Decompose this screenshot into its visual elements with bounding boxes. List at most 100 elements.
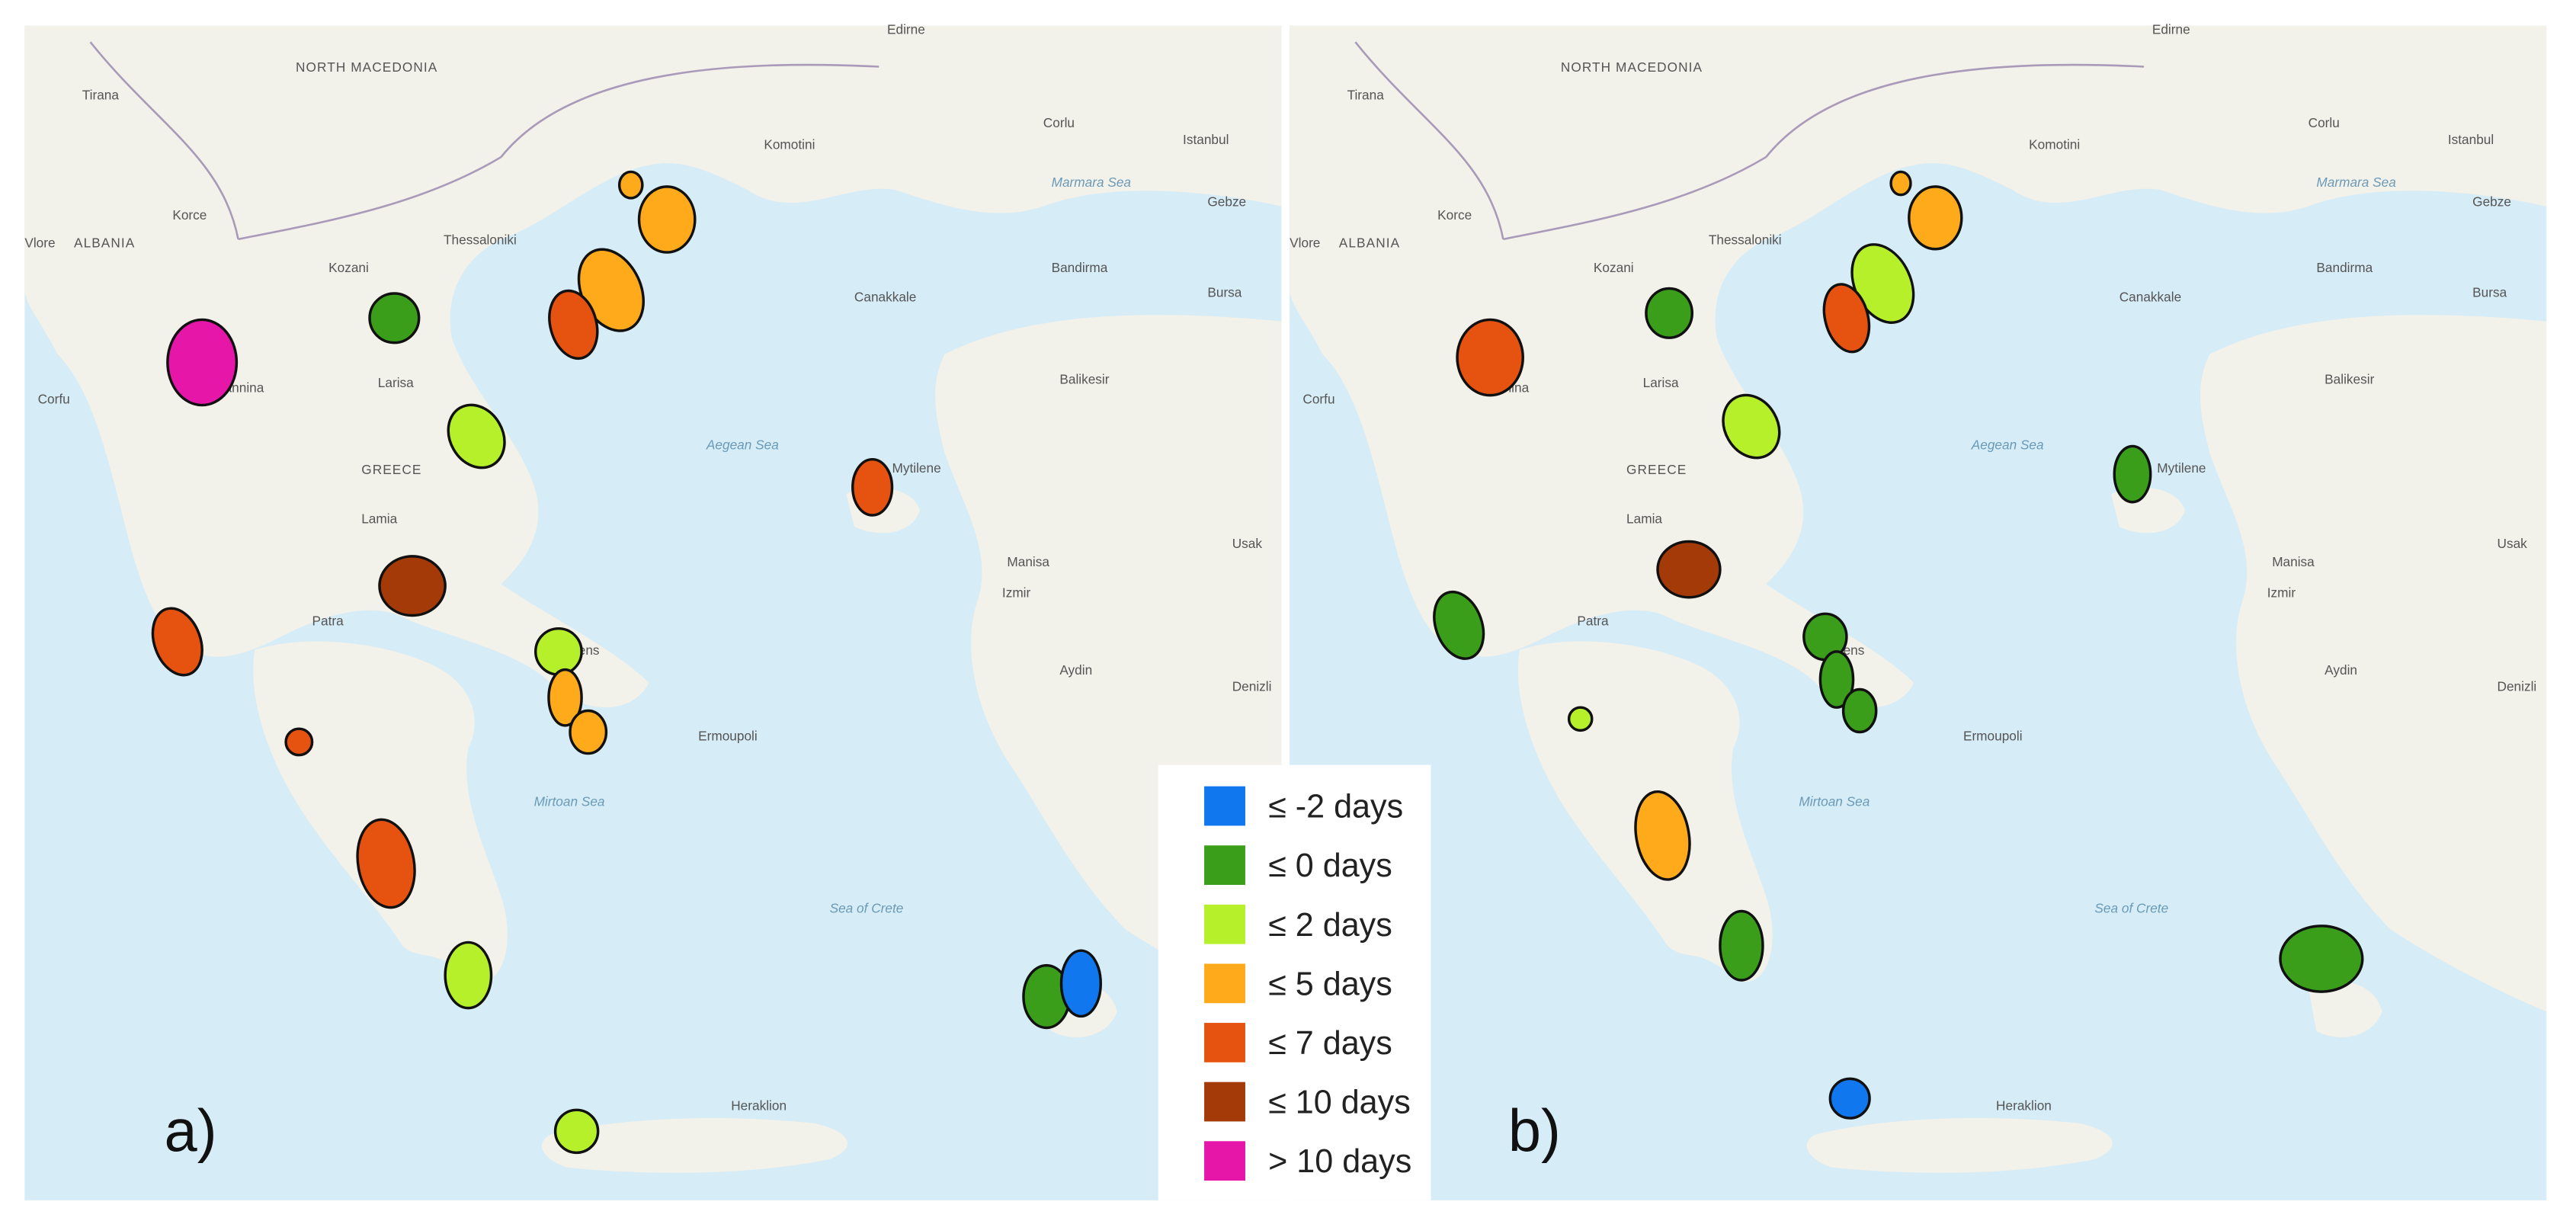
place-label: Marmara Sea xyxy=(1052,175,1131,190)
place-label: Denizli xyxy=(2498,679,2537,694)
place-label: Ermoupoli xyxy=(698,728,758,743)
place-label: Istanbul xyxy=(2448,132,2494,147)
fire-area xyxy=(637,185,697,254)
place-label: Corfu xyxy=(38,391,70,406)
fire-area xyxy=(851,457,894,517)
legend-label: ≤ 5 days xyxy=(1268,966,1392,1002)
place-label: Usak xyxy=(1232,536,1263,551)
place-label: Manisa xyxy=(2272,554,2315,569)
legend-label: ≤ -2 days xyxy=(1268,789,1403,825)
place-label: Thessaloniki xyxy=(1709,232,1782,247)
place-label: Korce xyxy=(172,207,207,223)
fire-area xyxy=(444,941,493,1010)
place-label: Mytilene xyxy=(2157,460,2206,476)
fire-area xyxy=(1822,283,1871,354)
place-label: Sea of Crete xyxy=(830,901,904,916)
place-label: Bursa xyxy=(2472,284,2507,300)
place-label: Ermoupoli xyxy=(1963,728,2023,743)
legend: ≤ -2 days ≤ 0 days ≤ 2 days ≤ 5 days ≤ 7 day… xyxy=(1158,764,1431,1200)
place-label: Istanbul xyxy=(1183,132,1229,147)
place-label: Balikesir xyxy=(1059,372,1109,387)
place-label: Larisa xyxy=(378,375,414,390)
legend-label: ≤ 2 days xyxy=(1268,907,1392,944)
fire-areas-a xyxy=(151,170,1102,1155)
fire-area xyxy=(166,318,239,407)
fire-area xyxy=(1828,1077,1871,1120)
legend-swatch xyxy=(1204,786,1245,826)
fire-area xyxy=(151,607,203,677)
legend-swatch xyxy=(1204,963,1245,1004)
fire-area xyxy=(1059,949,1102,1018)
place-label: Aydin xyxy=(2324,662,2357,678)
place-label: Izmir xyxy=(1002,585,1031,601)
place-label: Bandirma xyxy=(2316,260,2373,275)
place-label: Mirtoan Sea xyxy=(534,794,605,809)
fire-area xyxy=(1818,650,1855,709)
place-label: Corlu xyxy=(1043,115,1075,130)
fire-areas-b xyxy=(1433,170,2364,1120)
place-label: Korce xyxy=(1437,207,1472,223)
fire-area xyxy=(2279,925,2364,993)
place-label: Lamia xyxy=(1626,511,1662,527)
place-label: Thessaloniki xyxy=(444,232,517,247)
legend-label: ≤ 7 days xyxy=(1268,1025,1392,1062)
place-label: Canakkale xyxy=(2119,290,2181,305)
place-label: Vlore xyxy=(24,236,55,251)
place-label: Edirne xyxy=(2152,21,2190,37)
fire-area xyxy=(1841,687,1878,734)
fire-area xyxy=(1719,909,1764,982)
place-label: ALBANIA xyxy=(1339,236,1400,251)
fire-area xyxy=(569,709,608,755)
place-label: Edirne xyxy=(887,21,925,37)
place-label: Bursa xyxy=(1207,284,1242,300)
place-label: Tirana xyxy=(82,88,120,103)
place-label: NORTH MACEDONIA xyxy=(296,59,437,75)
fire-area xyxy=(1456,318,1524,397)
place-label: NORTH MACEDONIA xyxy=(1561,59,1703,75)
fire-area xyxy=(1634,790,1691,881)
fire-area xyxy=(1567,706,1594,732)
panel-label: b) xyxy=(1508,1098,1561,1164)
place-label: Komotini xyxy=(764,136,815,152)
place-label: Tirana xyxy=(1347,88,1385,103)
place-label: Usak xyxy=(2498,536,2528,551)
fire-area xyxy=(2113,444,2152,504)
fire-area xyxy=(378,555,447,617)
map-panel-b: Tirana NORTH MACEDONIA Edirne Corlu Istanbul… xyxy=(1288,21,2548,1202)
place-label: GREECE xyxy=(361,462,421,477)
place-label: Denizli xyxy=(1232,679,1272,694)
place-label: Gebze xyxy=(1207,194,1246,210)
panel-label: a) xyxy=(165,1098,217,1164)
legend-swatch xyxy=(1204,1141,1245,1181)
fire-area xyxy=(534,627,583,676)
legend-swatch xyxy=(1204,1023,1245,1062)
place-label: Sea of Crete xyxy=(2094,901,2168,916)
fire-area xyxy=(356,818,416,909)
place-label: Kozani xyxy=(328,260,369,275)
fire-area xyxy=(617,170,644,200)
place-label: GREECE xyxy=(1626,462,1687,477)
place-label: Vlore xyxy=(1290,236,1320,251)
place-label: Canakkale xyxy=(854,290,916,305)
fire-area xyxy=(1656,540,1722,599)
place-label: Balikesir xyxy=(2324,372,2374,387)
legend-label: ≤ 0 days xyxy=(1268,848,1392,884)
legend-swatch xyxy=(1204,1082,1245,1122)
fire-area xyxy=(548,289,599,361)
fire-area xyxy=(284,727,314,757)
place-label: Larisa xyxy=(1643,375,1679,390)
place-label: Aydin xyxy=(1059,662,1092,678)
place-label: Aegean Sea xyxy=(1971,437,2044,453)
fire-area xyxy=(368,292,421,345)
place-label: Manisa xyxy=(1007,554,1049,569)
fire-area xyxy=(553,1108,600,1155)
place-label: Gebze xyxy=(2472,194,2511,210)
fire-area xyxy=(447,403,506,469)
place-label: Lamia xyxy=(361,511,397,527)
place-label: Marmara Sea xyxy=(2316,175,2395,190)
place-label: Izmir xyxy=(2267,585,2296,601)
place-label: Corlu xyxy=(2308,115,2340,130)
place-label: Corfu xyxy=(1302,391,1334,406)
place-label: Heraklion xyxy=(731,1098,787,1113)
